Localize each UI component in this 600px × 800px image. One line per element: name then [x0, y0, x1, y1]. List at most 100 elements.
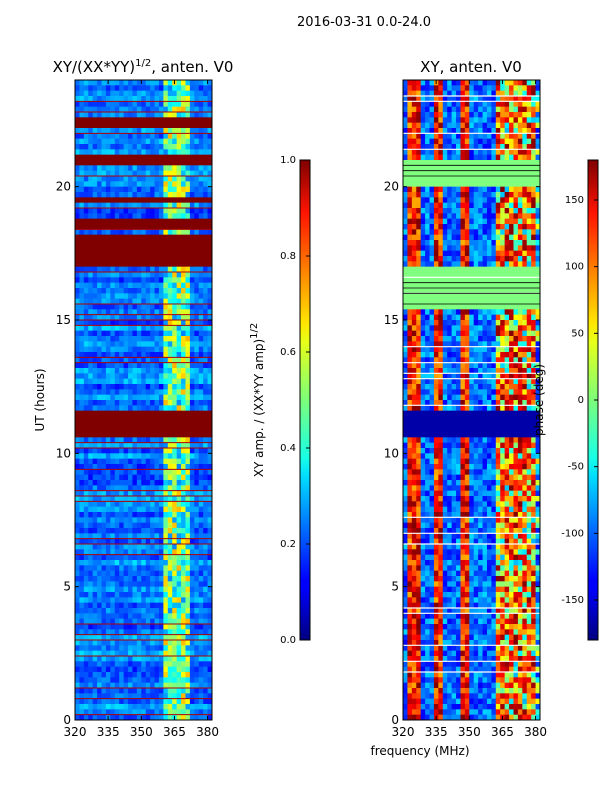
heatmap-cell	[97, 394, 102, 401]
heatmap-cell	[128, 245, 133, 252]
heatmap-cell	[88, 165, 94, 172]
heatmap-cell	[411, 282, 417, 289]
heatmap-cell	[114, 245, 120, 252]
heatmap-cell	[158, 394, 164, 401]
heatmap-cell	[517, 85, 523, 92]
heatmap-cell	[136, 314, 142, 321]
heatmap-cell	[198, 480, 204, 486]
heatmap-cell	[158, 544, 164, 550]
heatmap-cell	[482, 112, 488, 118]
heatmap-cell	[92, 325, 98, 332]
heatmap-cell	[75, 85, 80, 92]
heatmap-cell	[207, 400, 213, 406]
heatmap-cell	[79, 629, 85, 636]
heatmap-cell	[128, 112, 133, 118]
heatmap-cell	[464, 240, 470, 246]
heatmap-cell	[119, 522, 125, 529]
heatmap-cell	[150, 437, 155, 444]
heatmap-cell	[105, 112, 111, 118]
heatmap-cell	[429, 101, 435, 108]
heatmap-cell	[482, 176, 488, 182]
heatmap-cell	[110, 373, 116, 380]
heatmap-cell	[509, 250, 514, 257]
heatmap-cell	[92, 352, 98, 358]
heatmap-cell	[158, 272, 164, 278]
heatmap-cell	[110, 709, 116, 716]
heatmap-cell	[420, 133, 426, 140]
heatmap-cell	[185, 485, 191, 492]
heatmap-cell	[491, 202, 497, 209]
heatmap-cell	[185, 181, 191, 188]
heatmap-cell	[517, 106, 523, 113]
heatmap-cell	[181, 485, 186, 492]
heatmap-cell	[189, 693, 195, 700]
heatmap-cell	[203, 426, 208, 433]
heatmap-cell	[425, 250, 430, 257]
heatmap-cell	[158, 688, 164, 694]
heatmap-cell	[203, 384, 208, 390]
heatmap-cell	[189, 640, 195, 646]
heatmap-cell	[119, 400, 125, 406]
heatmap-cell	[438, 85, 444, 92]
heatmap-cell	[136, 325, 142, 332]
heatmap-cell	[172, 256, 178, 262]
heatmap-cell	[438, 208, 444, 214]
heatmap-cell	[83, 533, 89, 540]
heatmap-cell	[482, 96, 488, 102]
heatmap-cell	[176, 714, 182, 721]
heatmap-cell	[88, 368, 94, 374]
heatmap-cell	[145, 544, 151, 550]
heatmap-cell	[433, 160, 439, 166]
heatmap-cell	[110, 448, 116, 454]
heatmap-cell	[526, 165, 532, 172]
heatmap-cell	[97, 282, 102, 289]
heatmap-cell	[189, 661, 195, 668]
heatmap-cell	[79, 405, 85, 412]
heatmap-cell	[531, 80, 536, 86]
heatmap-cell	[158, 96, 164, 102]
y-tick-label: 0	[63, 713, 71, 727]
heatmap-cell	[181, 576, 186, 582]
heatmap-cell	[176, 128, 182, 134]
heatmap-cell	[473, 266, 479, 273]
heatmap-cell	[416, 186, 422, 193]
heatmap-cell	[114, 410, 120, 417]
heatmap-cell	[136, 277, 142, 284]
heatmap-cell	[194, 224, 200, 230]
heatmap-cell	[172, 442, 178, 449]
heatmap-cell	[97, 170, 102, 177]
heatmap-cell	[88, 570, 94, 577]
heatmap-cell	[185, 645, 191, 652]
heatmap-cell	[150, 314, 155, 321]
heatmap-cell	[451, 106, 457, 113]
heatmap-cell	[438, 202, 444, 209]
heatmap-cell	[97, 368, 102, 374]
heatmap-cell	[119, 320, 125, 326]
heatmap-cell	[473, 245, 479, 252]
heatmap-cell	[181, 229, 186, 236]
heatmap-cell	[110, 442, 116, 449]
heatmap-cell	[110, 346, 116, 353]
heatmap-cell	[513, 176, 519, 182]
heatmap-cell	[172, 320, 178, 326]
heatmap-cell	[114, 149, 120, 156]
heatmap-cell	[136, 224, 142, 230]
heatmap-cell	[136, 304, 142, 310]
heatmap-cell	[416, 277, 422, 284]
heatmap-cell	[154, 138, 160, 145]
heatmap-cell	[97, 656, 102, 662]
heatmap-cell	[495, 240, 501, 246]
heatmap-cell	[119, 661, 125, 668]
heatmap-cell	[473, 197, 479, 204]
heatmap-cell	[79, 714, 85, 721]
heatmap-cell	[433, 96, 439, 102]
heatmap-cell	[79, 96, 85, 102]
heatmap-cell	[150, 266, 155, 273]
heatmap-cell	[88, 682, 94, 689]
heatmap-cell	[522, 213, 528, 220]
heatmap-cell	[473, 256, 479, 262]
heatmap-cell	[181, 480, 186, 486]
heatmap-cell	[425, 128, 430, 134]
heatmap-cell	[101, 528, 107, 534]
heatmap-cell	[429, 128, 435, 134]
